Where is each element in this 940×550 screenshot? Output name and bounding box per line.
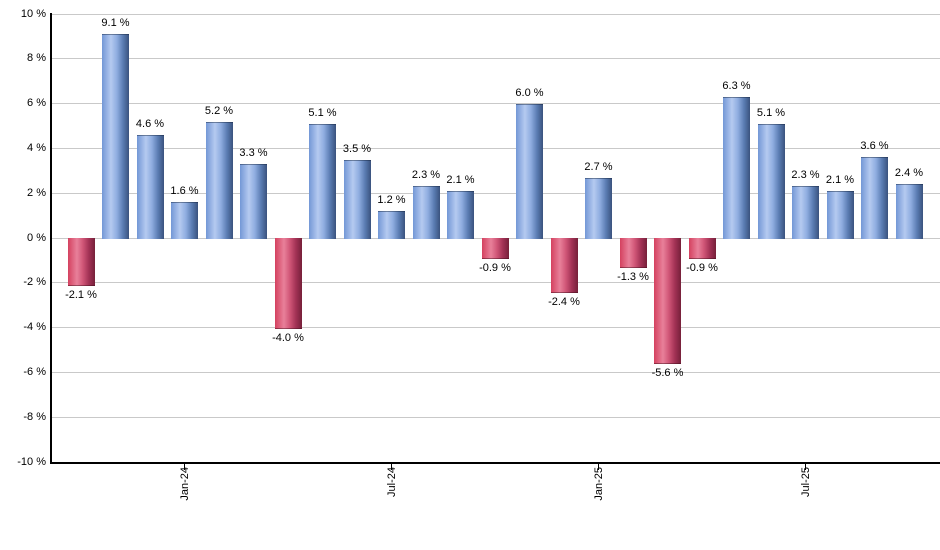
bar-negative: [481, 238, 509, 260]
x-axis-tick: [598, 464, 599, 470]
bar-positive: [585, 177, 612, 239]
bar-positive: [412, 186, 440, 239]
bar-value-label: 4.6 %: [135, 117, 165, 130]
bar-value-label: -2.4 %: [548, 295, 580, 308]
x-axis-line: [50, 462, 940, 464]
y-gridline: [50, 147, 940, 149]
bar-value-label: 6.3 %: [722, 79, 751, 92]
bar-value-label: 9.1 %: [101, 17, 130, 30]
bar-positive: [171, 202, 198, 239]
bar-negative: [619, 238, 647, 269]
bar-value-label: 3.3 %: [239, 147, 268, 160]
bar-positive: [343, 159, 371, 239]
y-axis-tick-label: -8 %: [23, 410, 46, 423]
y-gridline: [50, 58, 940, 60]
bar-positive: [447, 190, 474, 239]
bar-positive: [757, 123, 785, 239]
y-axis-tick-label: 0 %: [27, 231, 46, 244]
bar-value-label: 1.6 %: [170, 185, 199, 198]
y-axis-tick-label: -4 %: [23, 321, 46, 334]
bar-value-label: -5.6 %: [651, 367, 684, 380]
bar-negative: [654, 238, 681, 365]
x-axis-tick: [391, 464, 392, 470]
y-gridline: [50, 327, 940, 329]
bar-positive: [792, 186, 819, 239]
y-gridline: [50, 282, 940, 284]
x-axis-tick-label: Jul-24: [385, 467, 398, 497]
bar-positive: [205, 121, 233, 239]
bar-value-label: 2.7 %: [584, 160, 613, 173]
x-axis-tick-label: Jan-25: [592, 467, 605, 501]
bar-value-label: -4.0 %: [272, 331, 304, 344]
bar-positive: [516, 103, 543, 239]
y-axis-tick-label: -10 %: [17, 455, 46, 468]
bar-value-label: -0.9 %: [686, 262, 718, 275]
bar-positive: [895, 184, 923, 239]
y-gridline: [50, 103, 940, 105]
bar-value-label: 2.3 %: [411, 169, 441, 182]
bar-value-label: 2.1 %: [825, 173, 855, 186]
y-axis-tick-label: 8 %: [27, 52, 46, 65]
y-axis-tick-label: -2 %: [23, 276, 46, 289]
bar-value-label: -2.1 %: [65, 289, 97, 302]
bar-positive: [378, 211, 405, 239]
bar-value-label: 5.1 %: [756, 106, 786, 119]
bar-value-label: 2.1 %: [446, 173, 475, 186]
bar-value-label: 3.5 %: [342, 142, 372, 155]
y-axis-line: [50, 13, 52, 464]
y-axis-tick-label: 10 %: [20, 7, 46, 20]
bar-positive: [309, 123, 336, 239]
bar-negative: [550, 238, 578, 293]
y-gridline: [50, 371, 940, 373]
bar-positive: [136, 134, 164, 239]
bar-negative: [67, 238, 95, 287]
x-axis-tick-label: Jan-24: [178, 467, 191, 501]
x-axis-tick-label: Jul-25: [799, 467, 812, 497]
bar-positive: [102, 34, 129, 239]
bar-positive: [240, 164, 267, 239]
y-axis-tick-label: -6 %: [23, 365, 46, 378]
y-gridline: [50, 192, 940, 194]
bar-negative: [688, 238, 716, 260]
bar-value-label: 5.1 %: [308, 106, 337, 119]
y-axis-tick-label: 2 %: [27, 186, 46, 199]
bar-value-label: 6.0 %: [515, 86, 544, 99]
bar-positive: [826, 190, 854, 239]
bar-value-label: 2.3 %: [791, 169, 820, 182]
y-gridline: [50, 416, 940, 418]
x-axis-tick: [184, 464, 185, 470]
bar-positive: [861, 157, 888, 239]
x-axis-tick: [805, 464, 806, 470]
bar-positive: [723, 96, 750, 239]
y-axis-tick-label: 6 %: [27, 97, 46, 110]
y-axis-tick-label: 4 %: [27, 141, 46, 154]
bar-value-label: 5.2 %: [204, 104, 234, 117]
bar-value-label: -1.3 %: [617, 271, 649, 284]
bar-negative: [274, 238, 302, 329]
bar-value-label: -0.9 %: [479, 262, 511, 275]
y-gridline: [50, 13, 940, 15]
bar-value-label: 1.2 %: [377, 194, 406, 207]
bar-value-label: 2.4 %: [894, 167, 924, 180]
bar-value-label: 3.6 %: [860, 140, 889, 153]
